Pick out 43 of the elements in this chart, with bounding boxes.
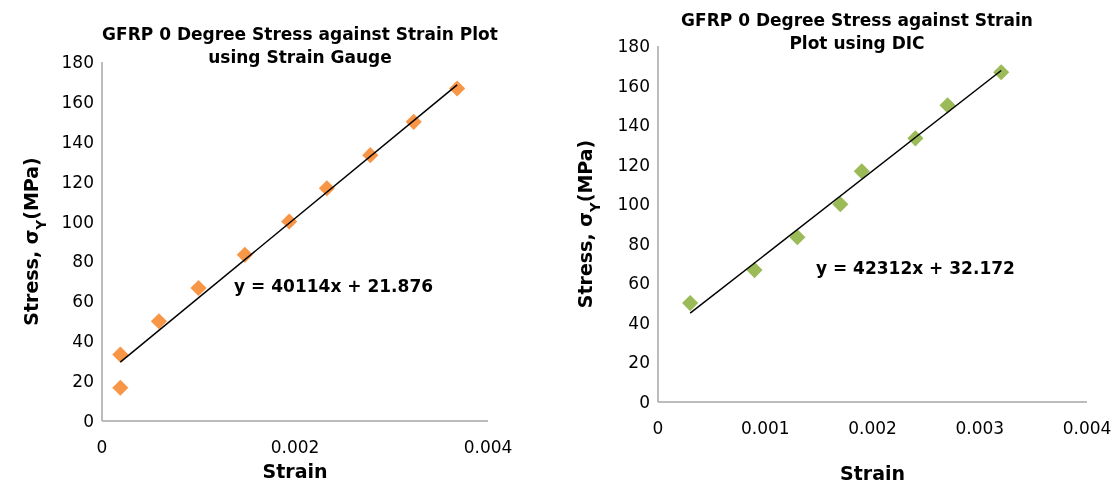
y-tick-label: 80	[72, 251, 94, 272]
x-tick-label: 0	[652, 418, 664, 438]
x-tick-label: 0.004	[1062, 418, 1112, 438]
y-tick-label: 80	[628, 233, 650, 254]
y-tick-label: 100	[61, 211, 94, 232]
x-tick-label: 0.002	[270, 437, 320, 457]
point	[789, 229, 806, 246]
point	[112, 346, 129, 363]
y-tick-label: 60	[72, 291, 94, 312]
x-tick-label: 0	[96, 437, 108, 457]
chart-title: GFRP 0 Degree Stress against Strain Plot using Strain Gauge	[102, 24, 498, 67]
x-tick-label: 0.003	[955, 418, 1005, 438]
y-tick-label: 140	[61, 131, 94, 152]
x-tick-label: 0.002	[848, 418, 897, 438]
y-tick-label: 140	[617, 115, 650, 136]
x-tick-label: 0.004	[463, 437, 513, 457]
y-tick-label: 160	[61, 91, 94, 112]
annotation: y = 42312x + 32.172	[815, 257, 1015, 278]
y-tick-label: 180	[617, 35, 650, 56]
y-tick-label: 40	[72, 331, 94, 352]
x-axis-title: Strain	[840, 462, 905, 484]
y-tick-label: 20	[72, 371, 94, 392]
chart-title: GFRP 0 Degree Stress against Strain Plot using DIC	[681, 10, 1033, 53]
point	[853, 163, 870, 180]
x-tick-label: 0.001	[740, 418, 790, 438]
y-tick-label: 100	[617, 194, 650, 215]
annotation: y = 40114x + 21.876	[234, 275, 434, 296]
y-tick-label: 20	[628, 352, 650, 373]
y-tick-label: 60	[628, 273, 650, 294]
y-tick-label: 120	[61, 171, 94, 192]
point	[112, 379, 129, 396]
y-tick-label: 160	[617, 75, 650, 96]
point	[993, 64, 1010, 81]
point	[682, 295, 699, 312]
point	[746, 262, 763, 279]
y-tick-label: 40	[628, 312, 650, 333]
y-tick-label: 180	[61, 51, 94, 72]
point	[150, 313, 167, 330]
y-tick-label: 120	[617, 154, 650, 175]
y-tick-label: 0	[639, 391, 650, 412]
point	[832, 196, 849, 213]
x-axis-title: Strain	[262, 460, 328, 482]
point	[190, 279, 207, 297]
